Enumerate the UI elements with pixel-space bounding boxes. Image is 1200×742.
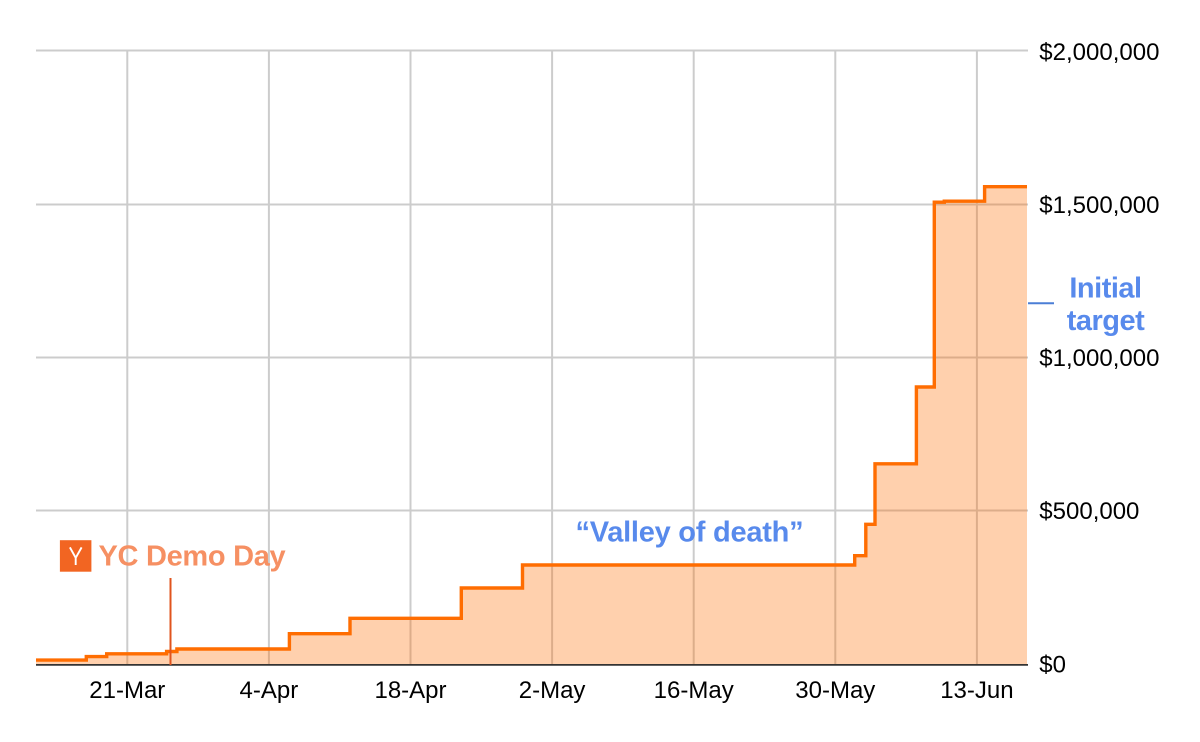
svg-text:$500,000: $500,000	[1039, 498, 1139, 525]
svg-text:“Valley of death”: “Valley of death”	[576, 517, 804, 549]
svg-text:$1,000,000: $1,000,000	[1039, 345, 1159, 372]
svg-text:YC Demo Day: YC Demo Day	[99, 541, 286, 573]
svg-text:21-Mar: 21-Mar	[89, 677, 165, 704]
svg-text:$2,000,000: $2,000,000	[1039, 39, 1159, 66]
svg-text:4-Apr: 4-Apr	[240, 677, 299, 704]
svg-text:2-May: 2-May	[519, 677, 586, 704]
svg-text:target: target	[1067, 305, 1145, 337]
svg-text:$0: $0	[1039, 652, 1066, 679]
svg-text:18-Apr: 18-Apr	[374, 677, 446, 704]
svg-text:30-May: 30-May	[795, 677, 875, 704]
svg-text:13-Jun: 13-Jun	[940, 677, 1013, 704]
svg-text:Initial: Initial	[1069, 273, 1141, 305]
svg-text:16-May: 16-May	[654, 677, 734, 704]
svg-text:$1,500,000: $1,500,000	[1039, 192, 1159, 219]
